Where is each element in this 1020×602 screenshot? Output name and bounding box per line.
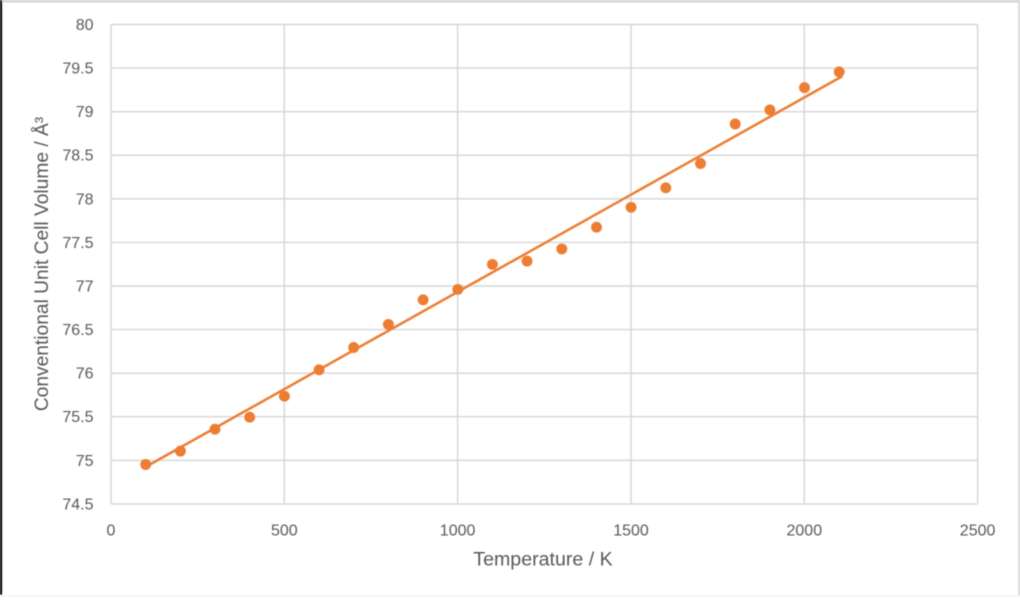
svg-text:78: 78 bbox=[76, 191, 94, 208]
svg-text:75: 75 bbox=[76, 453, 94, 470]
svg-text:1500: 1500 bbox=[613, 523, 649, 540]
svg-text:2000: 2000 bbox=[787, 523, 823, 540]
svg-text:79: 79 bbox=[76, 104, 94, 121]
svg-text:Conventional Unit Cell Volume: Conventional Unit Cell Volume / Å³ bbox=[32, 116, 53, 411]
svg-text:78.5: 78.5 bbox=[62, 148, 93, 165]
svg-text:Temperature / K: Temperature / K bbox=[473, 549, 612, 571]
svg-text:500: 500 bbox=[271, 523, 298, 540]
svg-text:76: 76 bbox=[76, 366, 94, 383]
svg-text:79.5: 79.5 bbox=[62, 61, 93, 78]
svg-text:0: 0 bbox=[107, 523, 116, 540]
svg-text:77: 77 bbox=[76, 279, 94, 296]
svg-text:74.5: 74.5 bbox=[62, 496, 93, 513]
svg-text:80: 80 bbox=[76, 17, 94, 34]
svg-text:75.5: 75.5 bbox=[62, 409, 93, 426]
svg-text:1000: 1000 bbox=[440, 523, 476, 540]
svg-text:76.5: 76.5 bbox=[62, 322, 93, 339]
svg-text:77.5: 77.5 bbox=[62, 235, 93, 252]
svg-text:2500: 2500 bbox=[960, 523, 996, 540]
